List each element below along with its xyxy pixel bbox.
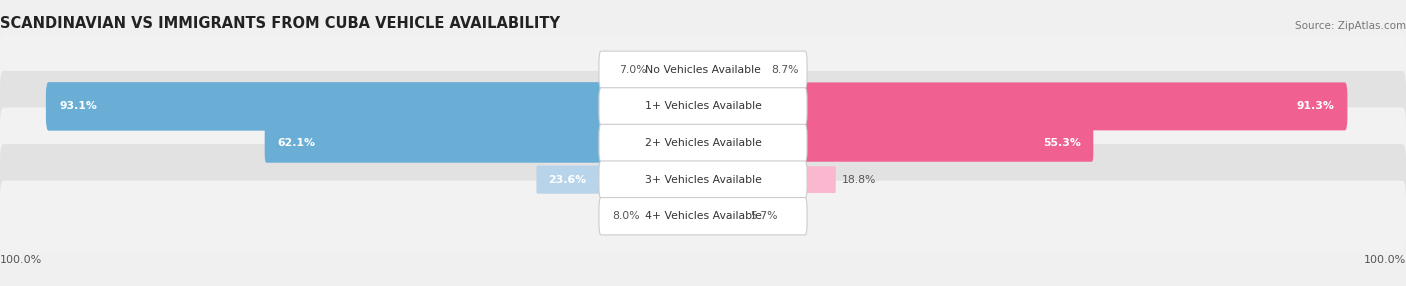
FancyBboxPatch shape: [264, 123, 704, 163]
Text: 93.1%: 93.1%: [59, 102, 97, 111]
FancyBboxPatch shape: [599, 51, 807, 88]
Text: 23.6%: 23.6%: [547, 175, 586, 184]
Text: 8.7%: 8.7%: [772, 65, 799, 75]
FancyBboxPatch shape: [599, 88, 807, 125]
Text: 18.8%: 18.8%: [842, 175, 876, 184]
Text: 4+ Vehicles Available: 4+ Vehicles Available: [644, 211, 762, 221]
FancyBboxPatch shape: [0, 108, 1406, 178]
Text: 8.0%: 8.0%: [612, 211, 640, 221]
FancyBboxPatch shape: [599, 124, 807, 162]
FancyBboxPatch shape: [599, 198, 807, 235]
FancyBboxPatch shape: [654, 58, 703, 82]
Text: 62.1%: 62.1%: [277, 138, 315, 148]
FancyBboxPatch shape: [703, 58, 765, 82]
Text: 3+ Vehicles Available: 3+ Vehicles Available: [644, 175, 762, 184]
Text: 91.3%: 91.3%: [1296, 102, 1334, 111]
FancyBboxPatch shape: [599, 161, 807, 198]
FancyBboxPatch shape: [0, 34, 1406, 105]
Text: 1+ Vehicles Available: 1+ Vehicles Available: [644, 102, 762, 111]
FancyBboxPatch shape: [0, 144, 1406, 215]
FancyBboxPatch shape: [537, 166, 703, 194]
FancyBboxPatch shape: [46, 82, 706, 131]
Text: 55.3%: 55.3%: [1043, 138, 1081, 148]
Text: No Vehicles Available: No Vehicles Available: [645, 65, 761, 75]
Text: SCANDINAVIAN VS IMMIGRANTS FROM CUBA VEHICLE AVAILABILITY: SCANDINAVIAN VS IMMIGRANTS FROM CUBA VEH…: [0, 16, 560, 31]
FancyBboxPatch shape: [0, 181, 1406, 252]
FancyBboxPatch shape: [702, 124, 1094, 162]
FancyBboxPatch shape: [703, 205, 744, 228]
Text: 5.7%: 5.7%: [751, 211, 778, 221]
FancyBboxPatch shape: [700, 82, 1347, 130]
FancyBboxPatch shape: [0, 71, 1406, 142]
Text: 100.0%: 100.0%: [1364, 255, 1406, 265]
FancyBboxPatch shape: [703, 166, 835, 193]
Text: Source: ZipAtlas.com: Source: ZipAtlas.com: [1295, 21, 1406, 31]
Text: 7.0%: 7.0%: [619, 65, 647, 75]
Text: 100.0%: 100.0%: [0, 255, 42, 265]
FancyBboxPatch shape: [647, 204, 703, 228]
Text: 2+ Vehicles Available: 2+ Vehicles Available: [644, 138, 762, 148]
